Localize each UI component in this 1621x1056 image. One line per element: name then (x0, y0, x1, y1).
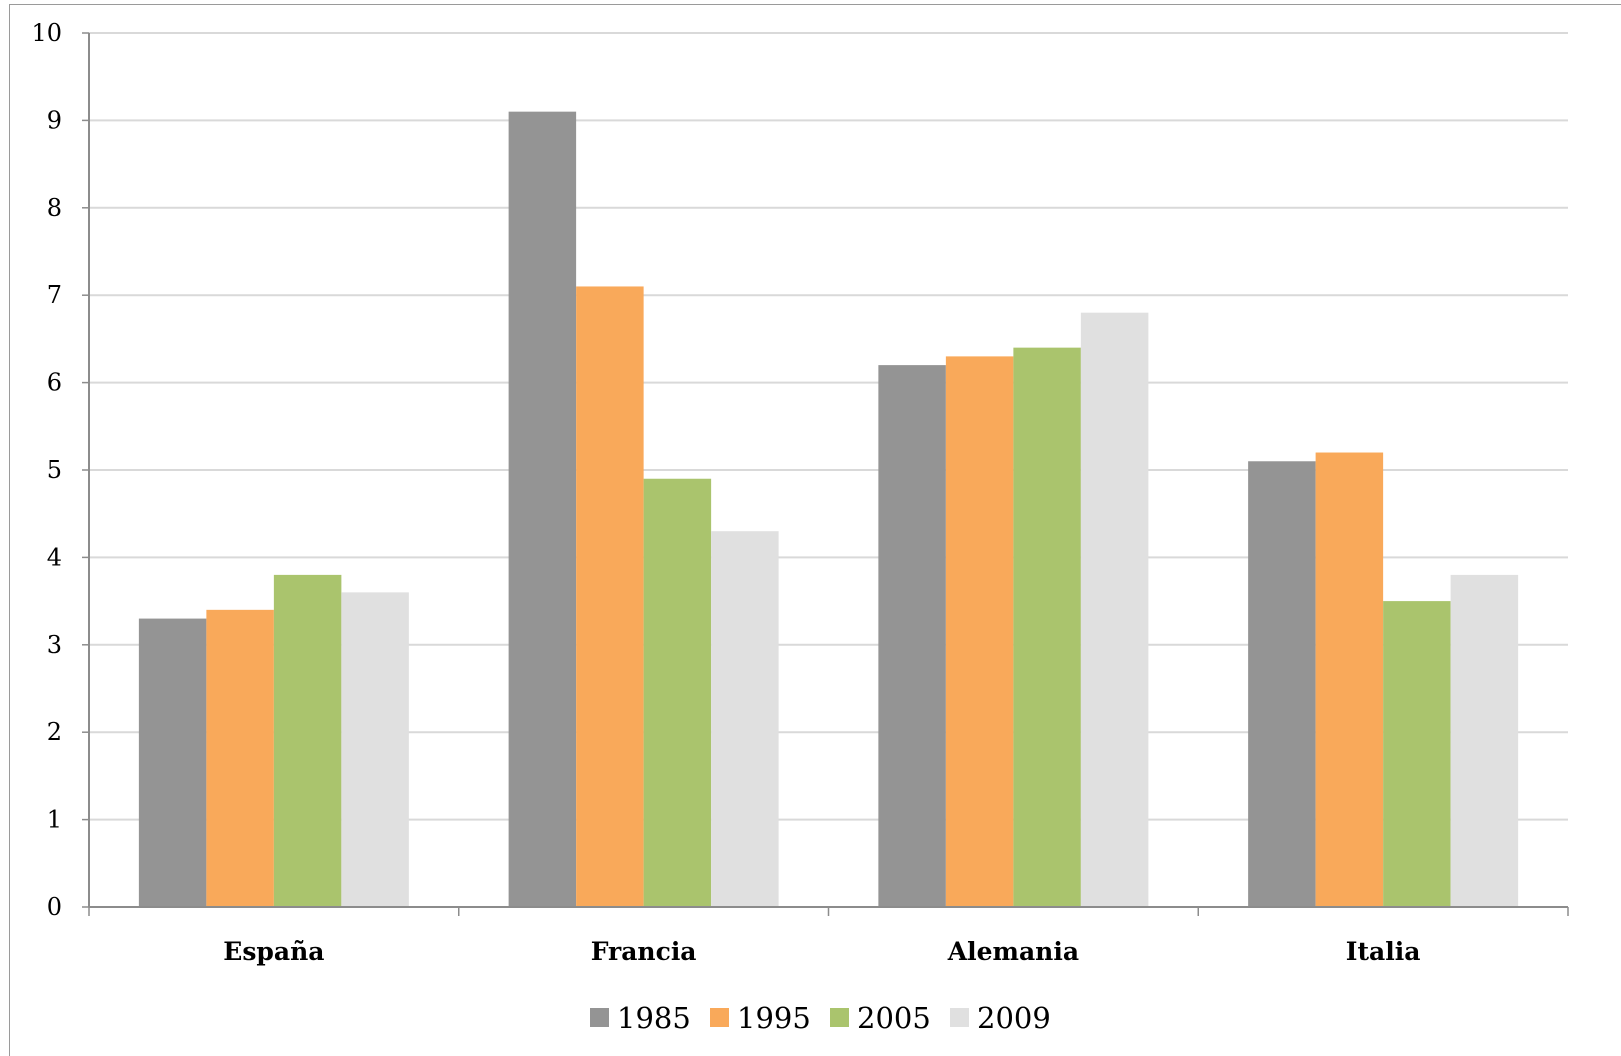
bar-2009-0 (341, 592, 409, 907)
bar-2005-1 (643, 478, 712, 907)
legend-label-1995: 1995 (737, 1001, 811, 1035)
y-tick-label: 5 (47, 456, 62, 484)
legend: 1985 1995 2005 2009 (590, 1001, 1051, 1035)
bar-2009-2 (1080, 312, 1149, 907)
bar-2005-3 (1383, 601, 1451, 907)
x-category-label: Italia (1346, 937, 1421, 966)
bar-1995-3 (1315, 452, 1384, 907)
bars (138, 111, 1519, 908)
y-tick-label: 9 (47, 106, 62, 134)
y-tick-label: 1 (47, 806, 62, 834)
bar-1985-0 (138, 618, 207, 907)
bar-1995-2 (945, 356, 1014, 907)
x-category-label: España (223, 937, 324, 966)
legend-swatch-2009 (950, 1008, 969, 1027)
y-tick-label: 3 (47, 631, 62, 659)
y-tick-label: 6 (47, 369, 62, 397)
bar-1985-1 (508, 111, 577, 907)
y-tick-label: 0 (47, 893, 62, 921)
axes (82, 32, 1569, 916)
y-tick-labels: 0 1 2 3 4 5 6 7 8 9 10 (31, 19, 62, 921)
bar-1985-2 (878, 365, 946, 907)
legend-label-2009: 2009 (977, 1001, 1051, 1035)
bar-2009-1 (711, 531, 779, 907)
y-tick-label: 7 (47, 281, 62, 309)
y-tick-label: 8 (47, 194, 62, 222)
y-tick-label: 4 (47, 543, 62, 571)
legend-label-2005: 2005 (857, 1001, 931, 1035)
x-category-labels: España Francia Alemania Italia (223, 937, 1420, 966)
chart-frame (9, 4, 1621, 1056)
bar-1985-3 (1248, 461, 1316, 907)
x-category-label: Francia (591, 937, 697, 966)
legend-swatch-1985 (590, 1008, 609, 1027)
legend-swatch-2005 (830, 1008, 849, 1027)
bar-2005-0 (273, 574, 342, 907)
y-tick-label: 10 (31, 19, 62, 47)
x-category-label: Alemania (947, 937, 1079, 966)
legend-label-1985: 1985 (617, 1001, 691, 1035)
bar-1995-0 (206, 609, 274, 907)
bar-1995-1 (576, 286, 644, 908)
legend-swatch-1995 (710, 1008, 729, 1027)
bar-2005-2 (1013, 347, 1081, 907)
y-tick-label: 2 (47, 718, 62, 746)
bar-2009-3 (1450, 574, 1519, 907)
